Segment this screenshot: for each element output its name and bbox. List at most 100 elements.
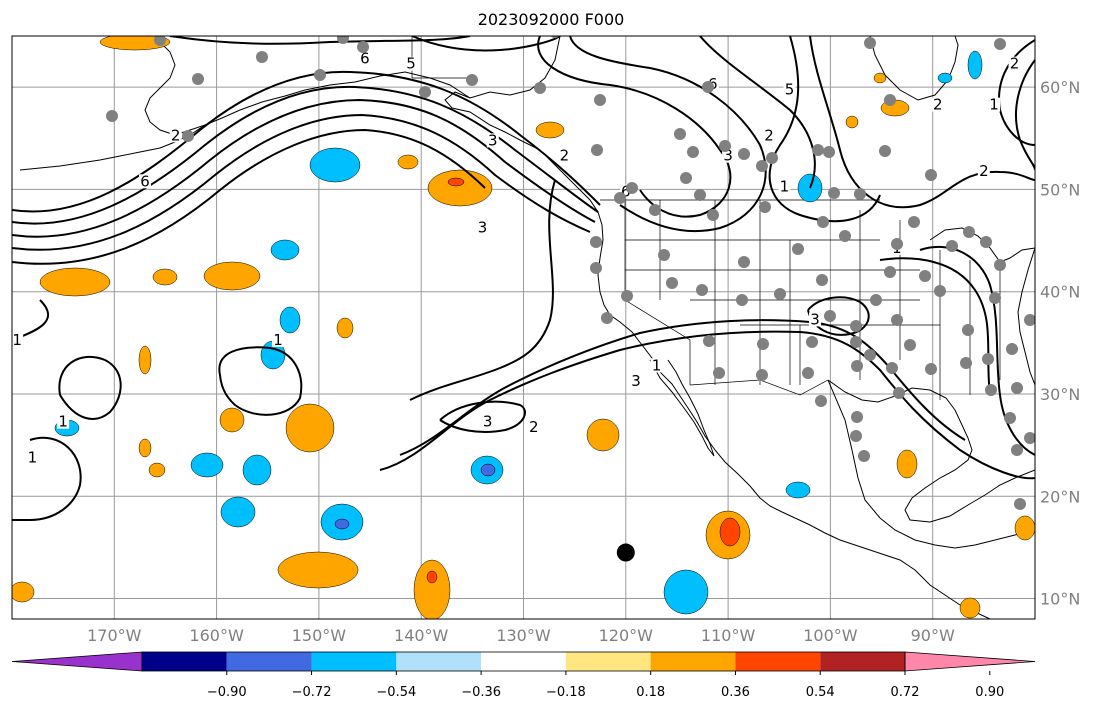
longitude-tick-labels: 170°W 160°W 150°W 140°W 130°W 120°W 110°W 100°W… — [87, 626, 955, 645]
latitude-tick-labels: 60°N 50°N 40°N 30°N 20°N 10°N — [1040, 78, 1080, 608]
map-title: 2023092000 F000 — [477, 10, 625, 29]
contour-label: 2 — [171, 126, 181, 144]
contour-label: 5 — [785, 80, 795, 98]
latitude-label: 60°N — [1040, 78, 1080, 97]
orange-patch — [203, 261, 261, 291]
colorbar-segment — [735, 652, 821, 671]
contour-label-bg — [783, 82, 796, 97]
contour-label: 6 — [360, 50, 370, 68]
hudson-bay — [869, 36, 959, 101]
latitude-label: 20°N — [1040, 487, 1080, 506]
orange-patch — [397, 154, 419, 170]
orange-patch — [845, 115, 859, 129]
contour-label-bg — [527, 419, 540, 434]
contour-label-bg — [558, 148, 571, 163]
contour-label-bg — [931, 97, 944, 112]
longitude-label: 170°W — [87, 626, 142, 645]
contour-label: 2 — [1010, 55, 1020, 73]
latitude-label: 40°N — [1040, 283, 1080, 302]
contour-label: 3 — [810, 310, 820, 328]
contour-label-bg — [486, 133, 499, 148]
contour-label-bg — [809, 312, 822, 327]
blue-patch — [785, 481, 811, 499]
orange-patch — [535, 121, 565, 139]
colorbar-tick-label: 0.90 — [975, 685, 1004, 700]
orange-patch — [586, 418, 620, 452]
contour-label-bg — [763, 128, 776, 143]
contour-label: 6 — [621, 183, 631, 201]
contour-label-bg — [271, 332, 284, 347]
contour-label-bg — [12, 332, 24, 347]
colorbar-segment — [820, 652, 905, 671]
orange-patch — [152, 268, 178, 286]
contour-label-bg — [722, 148, 735, 163]
atlantic-coast — [1017, 247, 1035, 386]
contour-label-bg — [138, 174, 151, 189]
red-patch — [719, 517, 741, 547]
contour-label: 2 — [529, 418, 539, 436]
contour-label-bg — [169, 128, 182, 143]
orange-patch — [39, 267, 111, 297]
contour-label: 2 — [979, 162, 989, 180]
contour-label-bg — [778, 179, 791, 194]
graticule — [12, 36, 1035, 619]
colorbar-high-extend — [904, 651, 1036, 672]
blue-patch — [663, 569, 709, 615]
orange-patch — [336, 317, 354, 339]
contour-label-bg — [650, 358, 663, 373]
red-patch — [447, 177, 465, 187]
colorbar-low-extend — [11, 651, 143, 672]
contour-label: 1 — [989, 96, 999, 114]
contour-label: 1 — [273, 331, 283, 349]
contour-label-bg — [26, 450, 39, 465]
orange-patch — [285, 403, 335, 453]
map-body: 656263223561122213331321111 — [12, 36, 1035, 619]
colorbar-tick-label: 0.54 — [806, 685, 835, 700]
contour-label: 1 — [780, 177, 790, 195]
colorbar-tick-label: −0.18 — [546, 685, 586, 700]
orange-patch — [99, 36, 171, 51]
longitude-label: 130°W — [496, 626, 551, 645]
colorbar-tick-label: −0.90 — [207, 685, 247, 700]
orange-patch — [138, 438, 152, 458]
north-america-west-coast — [444, 36, 991, 619]
blue-patch — [279, 306, 301, 334]
contour-label: 1 — [58, 413, 68, 431]
contour-label: 5 — [406, 55, 416, 73]
colorbar-segment — [311, 652, 397, 671]
longitude-label: 150°W — [292, 626, 347, 645]
colorbar-tick-label: −0.36 — [461, 685, 501, 700]
orange-patch — [219, 407, 245, 433]
contour-label: 2 — [560, 147, 570, 165]
blue-patch — [242, 454, 272, 486]
latitude-label: 10°N — [1040, 590, 1080, 609]
contour-label-bg — [358, 51, 371, 66]
contour-label: 6 — [140, 172, 150, 190]
colorbar-segment — [481, 652, 566, 671]
red-patch — [426, 570, 438, 584]
colorbar-segment — [565, 652, 651, 671]
station-dots — [106, 36, 1035, 510]
great-lakes-outline — [929, 227, 1035, 263]
contour-label: 3 — [723, 147, 733, 165]
contour-label: 2 — [764, 126, 774, 144]
royal-blue-core — [480, 463, 496, 477]
longitude-label: 120°W — [599, 626, 654, 645]
colorbar-outline — [141, 651, 906, 672]
gulf-coast — [827, 379, 1035, 523]
colorbar-tick-label: −0.54 — [376, 685, 416, 700]
anomaly-shading — [12, 36, 1035, 619]
contour-label: 1 — [12, 331, 22, 349]
blue-patch — [220, 496, 256, 528]
blue-patch — [967, 50, 983, 80]
contour-label-bg — [57, 414, 70, 429]
contour-label-bg — [977, 164, 990, 179]
longitude-label: 110°W — [701, 626, 756, 645]
orange-patch — [427, 169, 493, 207]
colorbar-tick-label: 0.36 — [721, 685, 750, 700]
contour-label: 1 — [652, 356, 662, 374]
contour-label: 3 — [488, 131, 498, 149]
latitude-label: 30°N — [1040, 385, 1080, 404]
coastline — [19, 36, 1035, 619]
